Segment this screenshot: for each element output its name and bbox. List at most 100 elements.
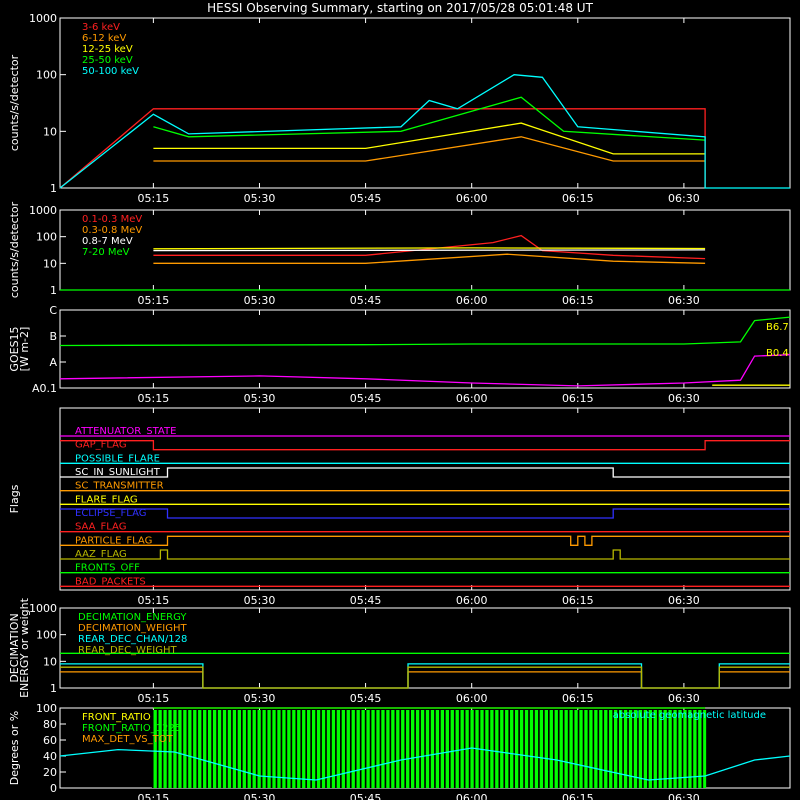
ratios-ytick-label: 60 bbox=[43, 734, 57, 747]
flags-xtick-label: 05:30 bbox=[244, 594, 276, 607]
decimation-ylabel: DECIMATION bbox=[8, 613, 21, 682]
low-energy-xtick-label: 06:15 bbox=[562, 192, 594, 205]
ratios-ytick-label: 0 bbox=[50, 782, 57, 795]
high-energy-legend-3: 7-20 MeV bbox=[82, 247, 130, 258]
decimation-xtick-label: 06:30 bbox=[668, 692, 700, 705]
high-energy-ylabel: counts/s/detector bbox=[8, 201, 21, 298]
ratios-xtick-label: 06:15 bbox=[562, 792, 594, 800]
ratios-ytick-label: 100 bbox=[36, 702, 57, 715]
ratios-xtick-label: 05:30 bbox=[244, 792, 276, 800]
goes-series-1 bbox=[59, 354, 791, 387]
low-energy-xtick-label: 05:30 bbox=[244, 192, 276, 205]
flag-line bbox=[60, 535, 790, 546]
goes-ytick-label: B bbox=[49, 330, 57, 343]
low-energy-ytick-label: 10 bbox=[43, 125, 57, 138]
decimation-legend-3: REAR_DEC_WEIGHT bbox=[78, 645, 177, 656]
low-energy-legend-4: 50-100 keV bbox=[82, 66, 139, 77]
low-energy-series-2 bbox=[153, 122, 706, 155]
ratios-ytick-label: 40 bbox=[43, 750, 57, 763]
low-energy-ytick-label: 1000 bbox=[29, 12, 57, 25]
goes-series-0 bbox=[59, 316, 791, 347]
low-energy-legend-3: 25-50 keV bbox=[82, 55, 133, 66]
decimation-xtick-label: 05:30 bbox=[244, 692, 276, 705]
goes-ylabel: GOES15 bbox=[8, 326, 21, 371]
low-energy-xtick-label: 05:15 bbox=[138, 192, 170, 205]
high-energy-series-2 bbox=[153, 249, 706, 252]
high-energy-legend-1: 0.3-0.8 MeV bbox=[82, 225, 142, 236]
ratios-ylabel: Degrees or % bbox=[8, 711, 21, 785]
decimation-xtick-label: 05:45 bbox=[350, 692, 382, 705]
ratios-legend-1: FRONT_RATIO_1225 bbox=[82, 723, 181, 734]
high-energy-ytick-label: 1000 bbox=[29, 204, 57, 217]
decimation-legend-1: DECIMATION_WEIGHT bbox=[78, 623, 187, 634]
flag-label: ECLIPSE_FLAG bbox=[75, 508, 146, 519]
high-energy-series-4 bbox=[153, 247, 706, 250]
flag-label: SC_IN_SUNLIGHT bbox=[75, 467, 161, 478]
low-energy-legend-0: 3-6 keV bbox=[82, 22, 120, 33]
flags-xtick-label: 05:45 bbox=[350, 594, 382, 607]
decimation-xtick-label: 05:15 bbox=[138, 692, 170, 705]
decimation-legend-0: DECIMATION_ENERGY bbox=[78, 612, 187, 623]
high-energy-xtick-label: 06:00 bbox=[456, 294, 488, 307]
flags-ylabel: Flags bbox=[8, 484, 21, 513]
flag-line bbox=[60, 549, 790, 560]
ratios-xtick-label: 05:45 bbox=[350, 792, 382, 800]
decimation-ylabel: ENERGY or weight bbox=[18, 597, 31, 697]
flags-xtick-label: 05:15 bbox=[138, 594, 170, 607]
high-energy-xtick-label: 05:45 bbox=[350, 294, 382, 307]
flag-label: GAP_FLAG bbox=[75, 440, 127, 451]
goes-ytick-label: A0.1 bbox=[32, 382, 57, 395]
goes-ytick-label: C bbox=[49, 304, 57, 317]
goes-xtick-label: 06:30 bbox=[668, 392, 700, 405]
decimation-legend-2: REAR_DEC_CHAN/128 bbox=[78, 634, 187, 645]
low-energy-xtick-label: 06:00 bbox=[456, 192, 488, 205]
flag-label: SC_TRANSMITTER bbox=[75, 481, 164, 492]
high-energy-ytick-label: 1 bbox=[50, 284, 57, 297]
decimation-frame bbox=[59, 607, 791, 689]
high-energy-ytick-label: 10 bbox=[43, 257, 57, 270]
low-energy-legend-1: 6-12 keV bbox=[82, 33, 126, 44]
low-energy-series-1 bbox=[153, 136, 706, 162]
flag-label: SAA_FLAG bbox=[75, 522, 126, 533]
flag-label: POSSIBLE_FLARE bbox=[75, 453, 160, 464]
low-energy-xtick-label: 05:45 bbox=[350, 192, 382, 205]
goes-annotation: B0.4 bbox=[766, 348, 789, 359]
low-energy-series-4 bbox=[59, 74, 790, 189]
ratios-xtick-label: 06:30 bbox=[668, 792, 700, 800]
flags-frame bbox=[59, 407, 791, 591]
flag-line bbox=[60, 508, 790, 519]
high-energy-ytick-label: 100 bbox=[36, 231, 57, 244]
decimation-ytick-label: 1 bbox=[50, 682, 57, 695]
flag-label: ATTENUATOR_STATE bbox=[75, 426, 176, 437]
flag-label: FRONTS_OFF bbox=[75, 563, 140, 574]
high-energy-xtick-label: 05:15 bbox=[138, 294, 170, 307]
high-energy-xtick-label: 06:15 bbox=[562, 294, 594, 307]
ratios-legend-2: MAX_DET_VS_TOT bbox=[82, 734, 174, 745]
high-energy-xtick-label: 06:30 bbox=[668, 294, 700, 307]
decimation-ytick-label: 1000 bbox=[29, 602, 57, 615]
decimation-ytick-label: 10 bbox=[43, 655, 57, 668]
flag-line bbox=[60, 440, 790, 451]
goes-xtick-label: 05:15 bbox=[138, 392, 170, 405]
low-energy-xtick-label: 06:30 bbox=[668, 192, 700, 205]
goes-ytick-label: A bbox=[49, 356, 57, 369]
ratios-legend-3: absolute geomagnetic latitude bbox=[613, 710, 766, 721]
goes-xtick-label: 06:00 bbox=[456, 392, 488, 405]
ratios-legend-0: FRONT_RATIO bbox=[82, 712, 151, 723]
goes-frame bbox=[59, 309, 791, 389]
low-energy-frame bbox=[59, 17, 791, 189]
goes-ylabel: [W m-2] bbox=[18, 327, 31, 372]
low-energy-series-3 bbox=[153, 96, 706, 141]
low-energy-ytick-label: 1 bbox=[50, 182, 57, 195]
goes-annotation: B6.7 bbox=[766, 322, 789, 333]
flag-label: PARTICLE_FLAG bbox=[75, 535, 152, 546]
flags-xtick-label: 06:00 bbox=[456, 594, 488, 607]
flag-label: FLARE_FLAG bbox=[75, 494, 138, 505]
flag-line bbox=[60, 467, 790, 478]
ratios-xtick-label: 05:15 bbox=[138, 792, 170, 800]
flags-xtick-label: 06:30 bbox=[668, 594, 700, 607]
goes-xtick-label: 06:15 bbox=[562, 392, 594, 405]
ratios-ytick-label: 80 bbox=[43, 718, 57, 731]
low-energy-series-0 bbox=[59, 108, 706, 189]
high-energy-series-1 bbox=[153, 253, 706, 264]
